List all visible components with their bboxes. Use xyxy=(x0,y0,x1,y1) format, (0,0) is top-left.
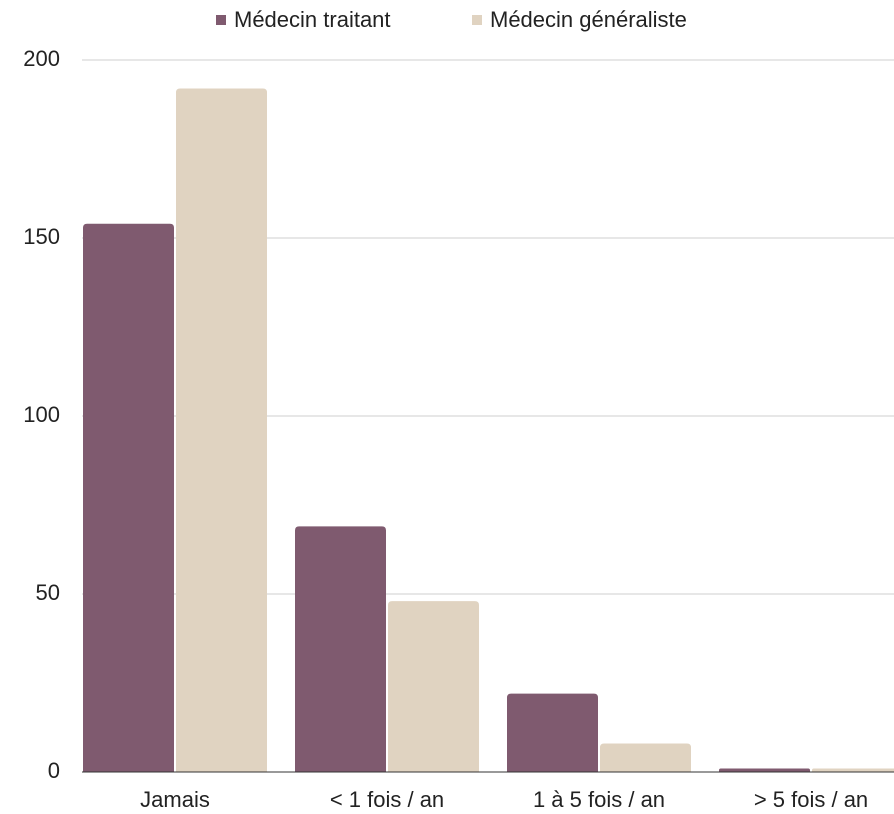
x-tick-label: > 5 fois / an xyxy=(754,787,868,812)
y-tick-label: 150 xyxy=(23,224,60,249)
y-tick-label: 50 xyxy=(36,580,60,605)
bar xyxy=(83,223,174,772)
bar xyxy=(507,693,598,772)
legend-swatch xyxy=(216,15,226,25)
x-tick-label: < 1 fois / an xyxy=(330,787,444,812)
legend-label: Médecin généraliste xyxy=(490,7,687,32)
y-tick-label: 200 xyxy=(23,46,60,71)
bar xyxy=(812,768,894,772)
bar xyxy=(388,601,479,772)
x-tick-label: 1 à 5 fois / an xyxy=(533,787,665,812)
bar xyxy=(719,768,810,772)
y-tick-label: 100 xyxy=(23,402,60,427)
x-tick-label: Jamais xyxy=(140,787,210,812)
bar xyxy=(600,743,691,772)
bar xyxy=(295,526,386,772)
bar xyxy=(176,88,267,773)
y-tick-label: 0 xyxy=(48,758,60,783)
legend-label: Médecin traitant xyxy=(234,7,391,32)
legend-swatch xyxy=(472,15,482,25)
